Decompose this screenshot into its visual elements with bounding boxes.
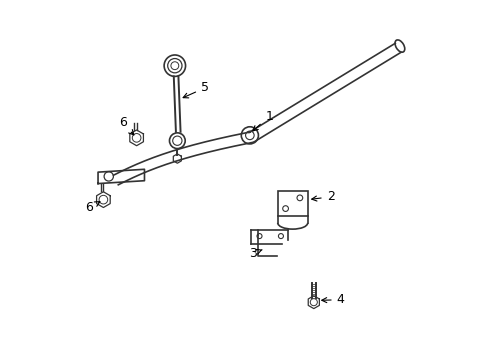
Text: 6: 6 bbox=[85, 201, 100, 214]
Text: 5: 5 bbox=[183, 81, 208, 98]
Text: 4: 4 bbox=[321, 293, 344, 306]
Text: 1: 1 bbox=[252, 110, 272, 131]
Text: 3: 3 bbox=[248, 247, 262, 260]
Text: 2: 2 bbox=[311, 190, 334, 203]
Text: 6: 6 bbox=[119, 116, 134, 135]
